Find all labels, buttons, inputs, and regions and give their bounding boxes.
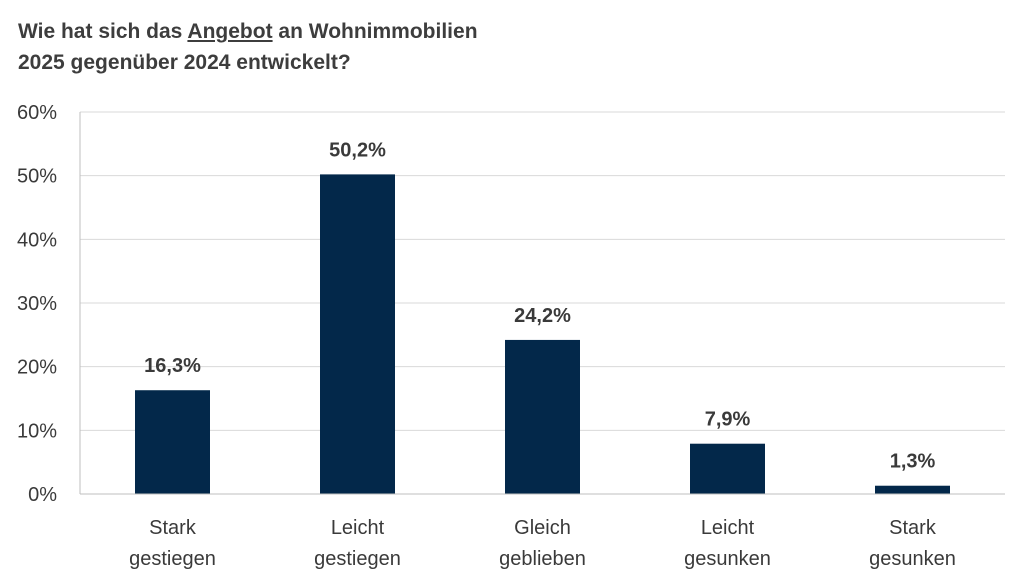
data-label: 7,9% [705,409,751,431]
data-label: 1,3% [890,451,936,473]
gridlines [80,111,1005,431]
bar [875,485,950,494]
title-text-post: an Wohnimmobilien [272,20,478,43]
chart-title-line-1: Wie hat sich das Angebot an Wohnimmobili… [18,16,478,47]
x-category-label: Gleich geblieben [499,517,586,570]
title-text-underlined: Angebot [187,20,273,43]
y-tick-label: 30% [17,293,57,315]
title-text-pre: Wie hat sich das [18,20,188,43]
y-tick-label: 40% [17,229,57,251]
chart-title-line-2: 2025 gegenüber 2024 entwickelt? [18,51,351,74]
x-category-label: Leicht gestiegen [314,517,401,570]
data-labels: 16,3% 50,2% 24,2% 7,9% 1,3% [144,139,935,472]
y-tick-label: 50% [17,166,57,188]
x-axis: Stark gestiegen Leicht gestiegen Gleich gebli… [80,493,1005,570]
y-tick-label: 20% [17,357,57,379]
x-category-label: Leicht gesunken [684,517,771,570]
bar [135,390,210,494]
y-tick-label: 60% [17,102,57,124]
bar [320,174,395,495]
bar [505,339,580,494]
data-label: 24,2% [514,305,571,327]
data-label: 50,2% [329,139,386,161]
chart-title: Wie hat sich das Angebot an Wohnimmobili… [18,16,478,78]
data-label: 16,3% [144,355,201,377]
y-tick-label: 0% [28,484,57,506]
bars [135,174,950,495]
x-category-label: Stark gesunken [869,517,956,570]
bar [690,443,765,494]
y-tick-label: 10% [17,420,57,442]
y-axis: 0% 10% 20% 30% 40% 50% 60% [17,102,81,506]
x-category-label: Stark gestiegen [129,517,216,570]
